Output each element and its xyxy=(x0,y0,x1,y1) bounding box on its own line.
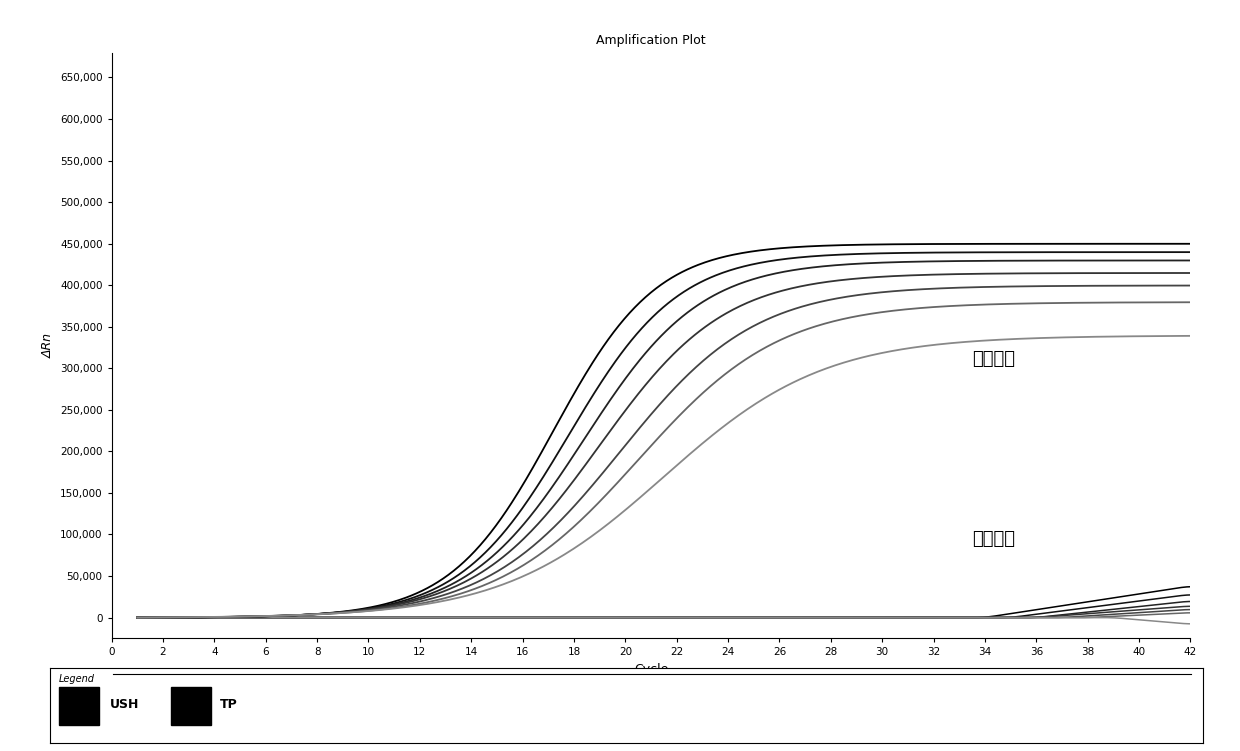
Bar xyxy=(171,687,211,725)
Text: USH: USH xyxy=(109,698,139,711)
Text: 其他物种: 其他物种 xyxy=(972,530,1016,548)
Text: Legend: Legend xyxy=(58,674,94,683)
Bar xyxy=(58,687,99,725)
Text: TP: TP xyxy=(221,698,238,711)
Text: 通用探针: 通用探针 xyxy=(972,350,1016,368)
Y-axis label: ΔRn: ΔRn xyxy=(41,333,55,358)
X-axis label: Cycle: Cycle xyxy=(634,663,668,676)
Title: Amplification Plot: Amplification Plot xyxy=(596,35,706,47)
